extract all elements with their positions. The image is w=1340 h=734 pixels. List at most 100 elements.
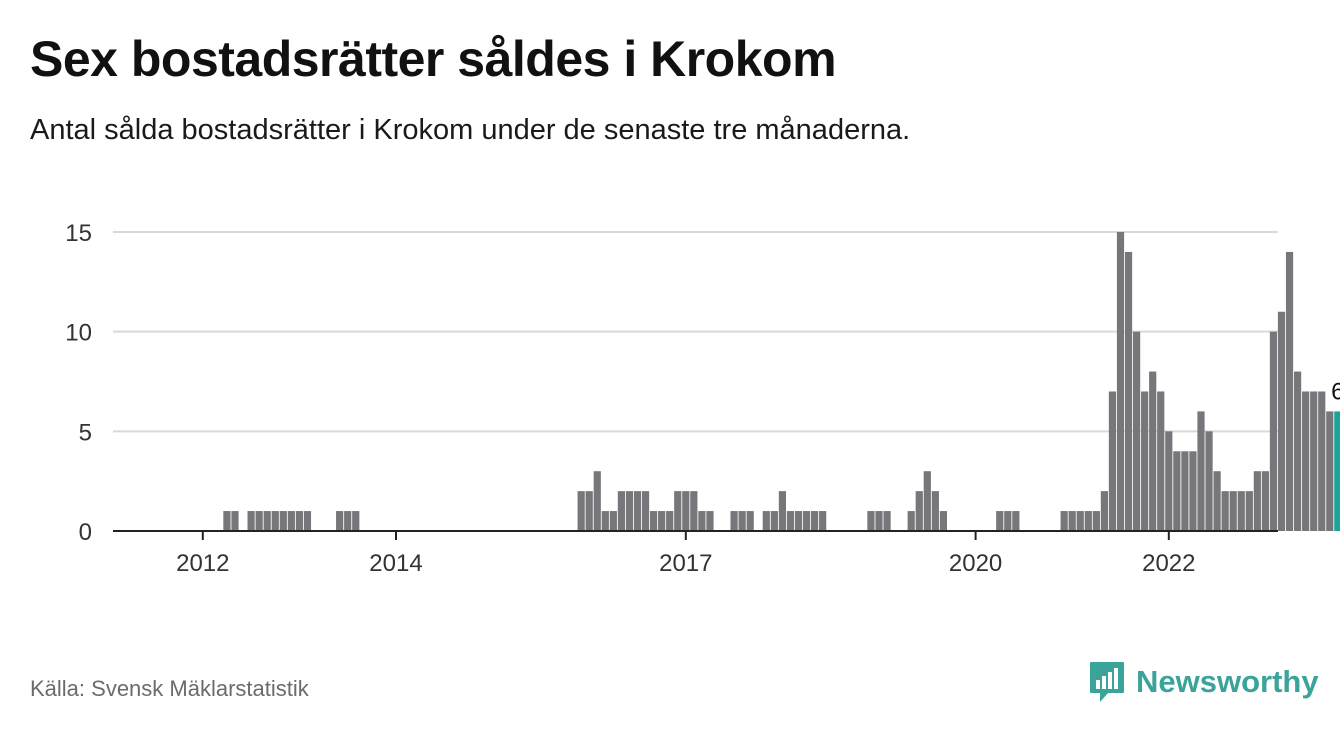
- bar: [706, 511, 714, 531]
- bar: [1237, 491, 1245, 531]
- bar: [762, 511, 770, 531]
- y-tick-label: 5: [79, 419, 92, 446]
- bar: [625, 491, 634, 531]
- bar: [1157, 391, 1165, 531]
- bar: [1269, 331, 1278, 531]
- bar: [690, 491, 698, 531]
- bar: [1068, 511, 1076, 531]
- bar-chart: 0 5 10 15 2012 2014 2017 2020 2022 6: [65, 220, 1340, 577]
- bar: [650, 511, 658, 531]
- x-tick-label: 2014: [369, 550, 422, 577]
- bar: [875, 511, 883, 531]
- bar: [730, 511, 738, 531]
- bar: [1141, 391, 1149, 531]
- bar: [633, 491, 642, 531]
- x-tick-label: 2017: [659, 550, 712, 577]
- bar: [352, 511, 360, 531]
- bar: [1124, 251, 1133, 531]
- bar: [585, 491, 593, 531]
- bar: [996, 511, 1004, 531]
- bar: [1012, 511, 1020, 531]
- y-tick-label: 15: [65, 220, 92, 247]
- bar: [1310, 391, 1318, 531]
- bar: [1189, 451, 1197, 531]
- bar: [867, 511, 875, 531]
- bar: [786, 511, 795, 531]
- bar: [738, 511, 746, 531]
- bar: [601, 511, 609, 531]
- bar: [255, 511, 263, 531]
- brand-logo: Newsworthy: [1088, 660, 1319, 704]
- bar: [811, 511, 819, 531]
- bar: [1092, 511, 1100, 531]
- bar: [1060, 511, 1068, 531]
- bar: [923, 471, 931, 531]
- bar: [1108, 391, 1117, 531]
- bar: [303, 511, 312, 531]
- x-tick-label: 2022: [1142, 550, 1195, 577]
- bar: [295, 511, 303, 531]
- bar: [907, 511, 915, 531]
- bar: [1261, 471, 1269, 531]
- bar: [819, 511, 827, 531]
- bar: [577, 491, 585, 531]
- bar: [1133, 331, 1141, 531]
- bar: [698, 511, 706, 531]
- x-tick-label: 2020: [949, 550, 1002, 577]
- bar: [271, 511, 279, 531]
- bar: [279, 511, 287, 531]
- bar: [287, 511, 295, 531]
- bar: [1229, 491, 1237, 531]
- bar: [1326, 411, 1334, 531]
- bar: [1294, 371, 1302, 531]
- bar: [1076, 511, 1084, 531]
- bar: [1285, 251, 1294, 531]
- bar: [931, 491, 939, 531]
- bar: [263, 511, 271, 531]
- bar: [746, 511, 754, 531]
- bar: [1149, 371, 1157, 531]
- bar: [1253, 471, 1261, 531]
- bar: [223, 511, 231, 531]
- bar: [247, 511, 255, 531]
- bar: [1004, 511, 1012, 531]
- bar-highlight: [1334, 411, 1340, 531]
- bar: [1318, 391, 1326, 531]
- bar: [778, 491, 786, 531]
- x-tick-label: 2012: [176, 550, 229, 577]
- chart-title: Sex bostadsrätter såldes i Krokom: [30, 31, 837, 87]
- bar: [1302, 391, 1310, 531]
- brand-name: Newsworthy: [1136, 664, 1319, 699]
- bar: [794, 511, 803, 531]
- bar: [344, 511, 352, 531]
- bar: [1221, 491, 1229, 531]
- bar: [1173, 451, 1181, 531]
- bar: [1213, 471, 1221, 531]
- bar: [939, 511, 947, 531]
- bar: [1165, 431, 1173, 531]
- bar: [682, 491, 690, 531]
- bar: [883, 511, 891, 531]
- bar: [231, 511, 239, 531]
- bar: [802, 511, 811, 531]
- bar: [1181, 451, 1189, 531]
- bar: [674, 491, 682, 531]
- bar: [617, 491, 625, 531]
- bar: [1245, 491, 1253, 531]
- bar: [770, 511, 778, 531]
- bar: [336, 511, 344, 531]
- bar: [1100, 491, 1108, 531]
- bar: [666, 511, 674, 531]
- chart-subtitle: Antal sålda bostadsrätter i Krokom under…: [30, 114, 911, 146]
- source-label: Källa: Svensk Mäklarstatistik: [30, 676, 309, 701]
- y-tick-label: 0: [79, 519, 92, 546]
- bar: [1277, 311, 1286, 531]
- bar: [1084, 511, 1092, 531]
- last-value-label: 6: [1331, 378, 1340, 405]
- bar: [641, 491, 650, 531]
- bar-chart-speech-bubble-icon: [1090, 662, 1124, 702]
- bar: [1116, 232, 1125, 531]
- bar: [1205, 431, 1213, 531]
- bar: [658, 511, 666, 531]
- y-tick-label: 10: [65, 320, 92, 347]
